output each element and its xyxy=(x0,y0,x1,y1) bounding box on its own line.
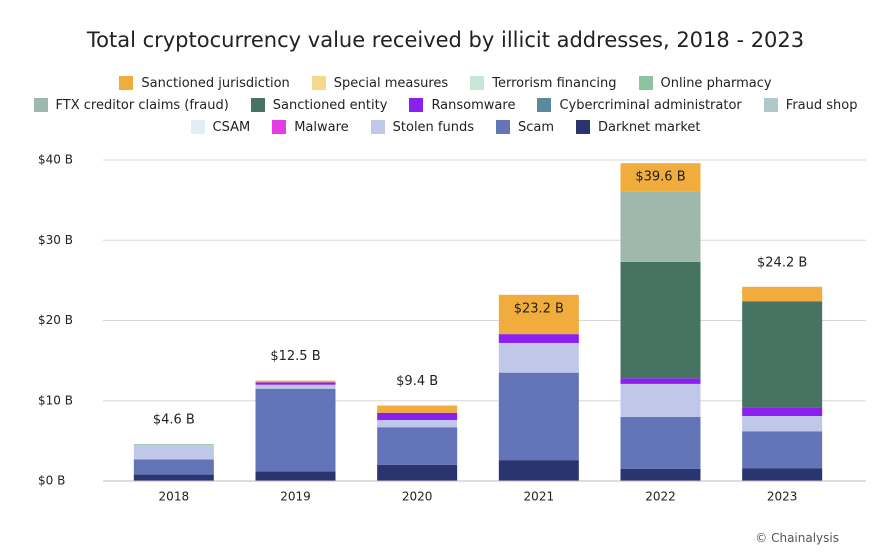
legend-swatch xyxy=(638,76,653,90)
legend-swatch xyxy=(470,76,485,90)
bar-segment xyxy=(742,431,823,469)
bar-segment xyxy=(255,471,336,481)
bar-segment xyxy=(133,459,214,475)
legend-label: Sanctioned entity xyxy=(272,97,388,113)
legend-swatch xyxy=(370,120,385,134)
legend-swatch xyxy=(409,98,424,112)
y-tick-label: $0 B xyxy=(38,474,65,488)
bar-segment xyxy=(620,383,701,417)
bar-segment xyxy=(498,334,579,343)
bar-segment xyxy=(620,416,701,469)
legend-label: CSAM xyxy=(212,119,251,135)
legend-label: Darknet market xyxy=(598,119,701,135)
y-tick-label: $40 B xyxy=(38,153,73,167)
legend: Sanctioned jurisdiction Special measures T… xyxy=(0,72,891,138)
source: © Chainalysis xyxy=(755,531,839,545)
legend-item: Online pharmacy xyxy=(638,75,772,91)
total-label: $12.5 B xyxy=(270,349,320,364)
legend-label: FTX creditor claims (fraud) xyxy=(55,97,229,113)
legend-item: Fraud shop xyxy=(763,97,858,113)
y-tick-label: $30 B xyxy=(38,233,73,247)
bar-segment xyxy=(620,261,701,379)
bar-segment xyxy=(742,301,823,408)
x-tick-label: 2022 xyxy=(645,490,676,504)
bar-segment xyxy=(742,407,823,416)
bar-segment xyxy=(498,294,579,335)
legend-item: Cybercriminal administrator xyxy=(537,97,742,113)
bar-segment xyxy=(742,286,823,302)
total-label: $23.2 B xyxy=(514,301,564,316)
legend-swatch xyxy=(576,120,591,134)
legend-item: Sanctioned entity xyxy=(250,97,388,113)
legend-swatch xyxy=(190,120,205,134)
legend-item: Ransomware xyxy=(409,98,515,113)
legend-item: FTX creditor claims (fraud) xyxy=(33,97,229,113)
y-tick-label: $20 B xyxy=(38,313,73,327)
legend-label: Malware xyxy=(294,119,349,135)
legend-swatch xyxy=(311,76,326,90)
legend-item: Malware xyxy=(272,119,349,135)
legend-item: Scam xyxy=(496,120,554,135)
legend-item: Stolen funds xyxy=(370,119,475,135)
bar-segment xyxy=(133,444,214,460)
bar-segment xyxy=(133,474,214,481)
legend-swatch xyxy=(119,76,134,90)
x-tick-label: 2021 xyxy=(524,490,555,504)
legend-label: Fraud shop xyxy=(785,97,858,113)
bar-segment xyxy=(620,468,701,481)
x-tick-label: 2020 xyxy=(402,490,433,504)
bar-segment xyxy=(742,468,823,481)
legend-label: Sanctioned jurisdiction xyxy=(141,75,290,91)
x-tick-label: 2019 xyxy=(280,490,311,504)
legend-item: Terrorism financing xyxy=(470,75,617,91)
legend-swatch xyxy=(537,98,552,112)
bar-segment xyxy=(377,420,458,428)
legend-label: Special measures xyxy=(333,75,449,91)
bar-segment xyxy=(377,405,458,413)
bar-segment xyxy=(498,460,579,481)
legend-label: Scam xyxy=(518,119,555,135)
bar-segment xyxy=(498,342,579,373)
legend-swatch xyxy=(496,120,511,134)
bar-segment xyxy=(620,378,701,384)
legend-row: CSAM Malware Stolen funds Scam Darknet marke… xyxy=(0,116,891,138)
bar-segment xyxy=(620,191,701,262)
legend-label: Terrorism financing xyxy=(492,75,617,91)
legend-row: FTX creditor claims (fraud) Sanctioned en… xyxy=(0,94,891,116)
total-label: $24.2 B xyxy=(757,255,807,270)
x-tick-label: 2023 xyxy=(767,490,798,504)
legend-swatch xyxy=(763,98,778,112)
bar-segment xyxy=(620,163,701,192)
x-tick-label: 2018 xyxy=(159,490,190,504)
bar-segment xyxy=(377,464,458,481)
bar-segment xyxy=(377,427,458,465)
bar-segment xyxy=(255,388,336,472)
y-tick-label: $10 B xyxy=(38,393,73,407)
bar-segment xyxy=(498,372,579,461)
legend-item: Special measures xyxy=(311,75,449,91)
legend-label: Ransomware xyxy=(431,97,516,113)
chart-title: Total cryptocurrency value received by i… xyxy=(86,28,805,52)
legend-swatch xyxy=(250,98,265,112)
legend-label: Stolen funds xyxy=(392,119,475,135)
bar-segment xyxy=(133,444,214,445)
legend-item: Sanctioned jurisdiction xyxy=(119,75,290,91)
legend-item: CSAM xyxy=(190,119,251,135)
total-label: $39.6 B xyxy=(635,170,685,185)
legend-swatch xyxy=(272,120,287,134)
legend-row: Sanctioned jurisdiction Special measures T… xyxy=(0,72,891,94)
legend-swatch xyxy=(33,98,48,112)
total-label: $9.4 B xyxy=(396,374,438,389)
bar-segment xyxy=(255,382,336,385)
legend-item: Darknet market xyxy=(576,119,701,135)
total-label: $4.6 B xyxy=(153,413,195,428)
bar-segment xyxy=(742,415,823,432)
bar-segment xyxy=(255,380,336,383)
bar-segment xyxy=(255,384,336,389)
legend-label: Cybercriminal administrator xyxy=(559,97,742,113)
bar-segment xyxy=(377,412,458,421)
legend-label: Online pharmacy xyxy=(660,75,772,91)
